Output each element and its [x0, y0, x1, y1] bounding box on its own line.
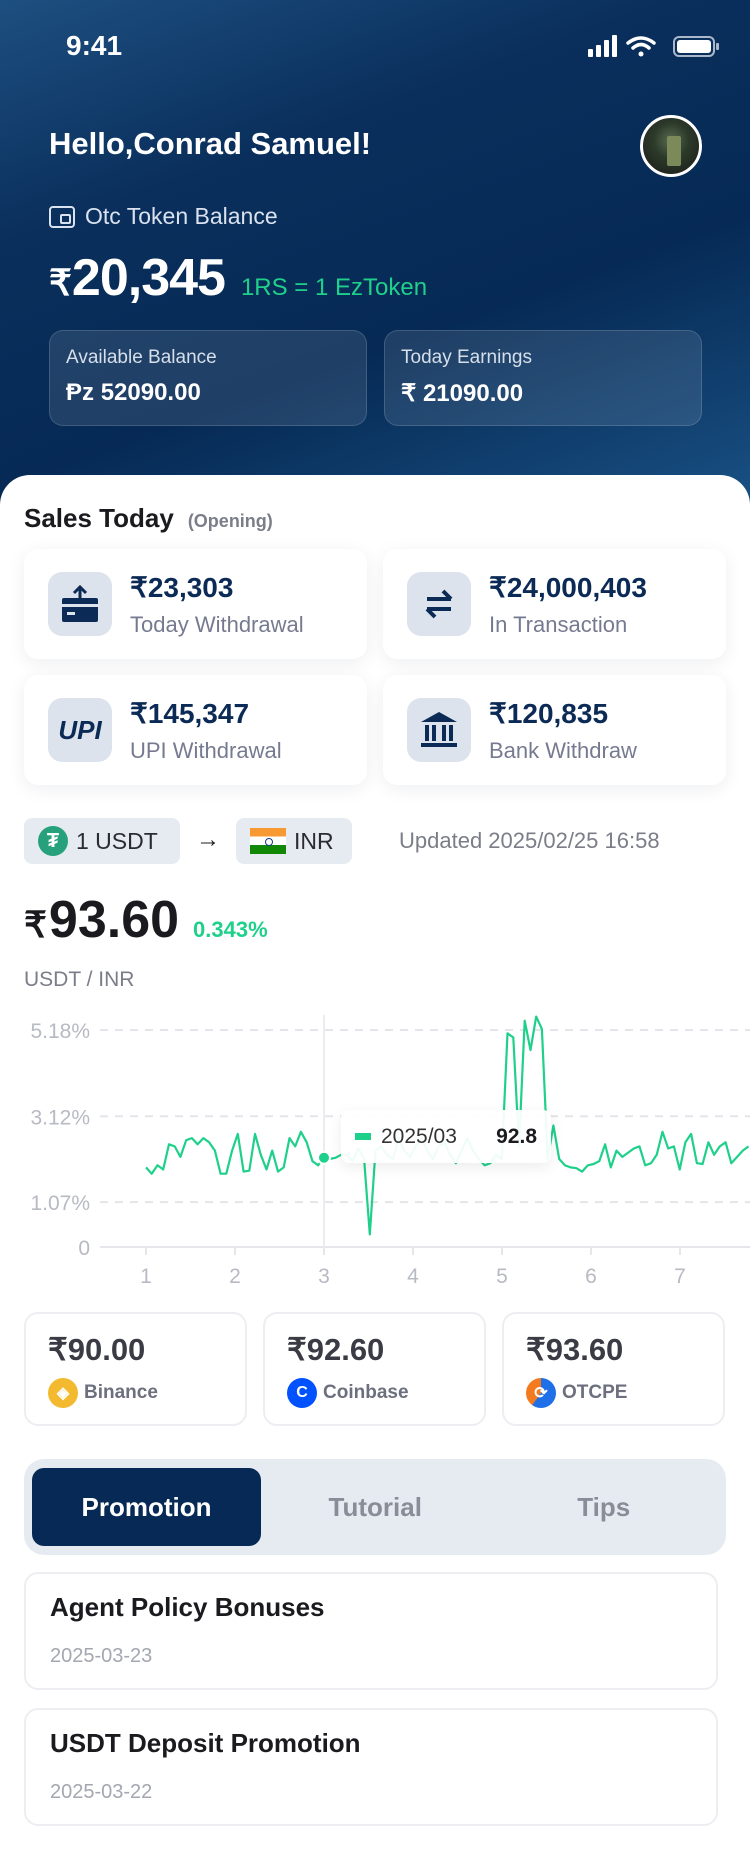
tether-icon: ₮: [38, 826, 68, 856]
promotion-title: Agent Policy Bonuses: [50, 1592, 325, 1622]
header-background: [0, 0, 750, 540]
wifi-icon: [626, 36, 656, 57]
from-currency-selector[interactable]: ₮ 1 USDT: [24, 818, 180, 864]
status-time: 9:41: [66, 30, 123, 61]
series-swatch: [355, 1133, 371, 1140]
stat-today-withdrawal[interactable]: ₹23,303 Today Withdrawal: [24, 549, 367, 659]
exchange-price: ₹92.60: [287, 1332, 385, 1367]
stat-value: ₹120,835: [489, 697, 609, 729]
tab-tutorial[interactable]: Tutorial: [328, 1491, 422, 1522]
tab-promotion[interactable]: Promotion: [32, 1468, 261, 1546]
card-label: Available Balance: [66, 347, 217, 368]
hover-point: [317, 1150, 331, 1165]
balance-amount: 20,345: [71, 249, 226, 307]
greeting: Hello,Conrad Samuel!: [49, 126, 372, 161]
stat-value: ₹24,000,403: [489, 571, 647, 603]
price-value: 93.60: [48, 891, 180, 949]
to-currency: INR: [294, 827, 334, 854]
promotion-date: 2025-03-23: [50, 1645, 153, 1667]
chart-tooltip: 2025/03 92.8: [341, 1110, 551, 1163]
wallet-icon: [49, 205, 75, 228]
promotion-item[interactable]: USDT Deposit Promotion 2025-03-22: [24, 1708, 718, 1826]
price: ₹93.60 0.343%: [24, 890, 268, 950]
content-tabs: Promotion Tutorial Tips: [24, 1459, 726, 1555]
balance-label: Otc Token Balance: [49, 203, 278, 230]
x-tick-label: 3: [318, 1265, 330, 1288]
available-balance-card[interactable]: Available Balance Ᵽz 52090.00: [49, 330, 367, 426]
price-currency: ₹: [24, 904, 47, 945]
promotion-item[interactable]: Agent Policy Bonuses 2025-03-23: [24, 1572, 718, 1690]
promotion-title: USDT Deposit Promotion: [50, 1728, 361, 1758]
card-label: Today Earnings: [401, 347, 532, 368]
upi-logo-text: UPI: [58, 714, 102, 745]
x-tick-label: 1: [140, 1265, 152, 1288]
card-value: ₹ 21090.00: [401, 379, 685, 408]
stat-bank-withdraw[interactable]: ₹120,835 Bank Withdraw: [383, 675, 726, 785]
battery-icon: [673, 36, 719, 57]
exchange-price: ₹93.60: [526, 1332, 624, 1367]
price-change: 0.343%: [193, 917, 268, 942]
india-flag-icon: [250, 828, 286, 854]
exchange-rate: 1RS = 1 EzToken: [240, 274, 428, 301]
x-tick-label: 2: [229, 1265, 241, 1288]
from-currency: 1 USDT: [76, 827, 158, 854]
card-value: Ᵽz 52090.00: [66, 379, 350, 407]
coinbase-logo-icon: C: [287, 1378, 317, 1408]
stat-label: In Transaction: [489, 611, 628, 637]
value: 21090.00: [422, 380, 524, 407]
rupee-symbol: ₹: [401, 380, 417, 407]
swap-icon: [407, 572, 471, 636]
tooltip-date: 2025/03: [381, 1124, 457, 1148]
bank-icon: [407, 698, 471, 762]
exchange-name: OTCPE: [562, 1382, 628, 1403]
balance-label-text: Otc Token Balance: [85, 203, 278, 229]
stat-upi-withdrawal[interactable]: UPI ₹145,347 UPI Withdrawal: [24, 675, 367, 785]
y-tick-label: 0: [78, 1237, 90, 1260]
today-earnings-card[interactable]: Today Earnings ₹ 21090.00: [384, 330, 702, 426]
withdraw-icon: [48, 572, 112, 636]
token-balance: ₹20,345 1RS = 1 EzToken: [49, 248, 427, 308]
exchange-card-otcpe[interactable]: ₹93.60 ⟳ OTCPE: [502, 1312, 725, 1426]
x-tick-label: 4: [407, 1265, 419, 1288]
exchange-price: ₹90.00: [48, 1332, 146, 1367]
upi-icon: UPI: [48, 698, 112, 762]
sales-title-text: Sales Today: [24, 503, 174, 533]
otcpe-logo-icon: ⟳: [526, 1378, 556, 1408]
stat-value: ₹145,347: [130, 697, 250, 729]
stat-value: ₹23,303: [130, 571, 234, 603]
y-tick-label: 5.18%: [30, 1020, 90, 1043]
stat-label: Bank Withdraw: [489, 737, 637, 763]
currency-symbol: ₹: [49, 262, 72, 303]
sales-title: Sales Today (Opening): [24, 503, 273, 534]
signal-icon: [588, 35, 617, 57]
promotion-date: 2025-03-22: [50, 1781, 153, 1803]
exchange-card-binance[interactable]: ₹90.00 ◈ Binance: [24, 1312, 247, 1426]
exchange-name: Binance: [84, 1382, 158, 1403]
x-tick-label: 6: [585, 1265, 597, 1288]
y-tick-label: 1.07%: [30, 1192, 90, 1215]
value: 52090.00: [100, 379, 201, 406]
to-currency-selector[interactable]: INR: [236, 818, 352, 864]
updated-time: Updated 2025/02/25 16:58: [399, 828, 660, 853]
tab-tips[interactable]: Tips: [577, 1491, 631, 1522]
stat-label: UPI Withdrawal: [130, 737, 282, 763]
pair-label: USDT / INR: [24, 968, 135, 991]
token-symbol: Ᵽz: [66, 379, 95, 406]
status-icons: [588, 35, 719, 57]
stat-label: Today Withdrawal: [130, 611, 304, 637]
exchange-name: Coinbase: [323, 1382, 409, 1403]
arrow-right-icon: →: [196, 826, 220, 853]
tooltip-value: 92.8: [496, 1124, 537, 1148]
binance-logo-icon: ◈: [48, 1378, 78, 1408]
exchange-card-coinbase[interactable]: ₹92.60 C Coinbase: [263, 1312, 486, 1426]
stat-in-transaction[interactable]: ₹24,000,403 In Transaction: [383, 549, 726, 659]
avatar[interactable]: [640, 115, 702, 177]
y-tick-label: 3.12%: [30, 1106, 90, 1129]
sales-subtitle: (Opening): [187, 511, 273, 531]
x-tick-label: 7: [674, 1265, 686, 1288]
x-tick-label: 5: [496, 1265, 508, 1288]
